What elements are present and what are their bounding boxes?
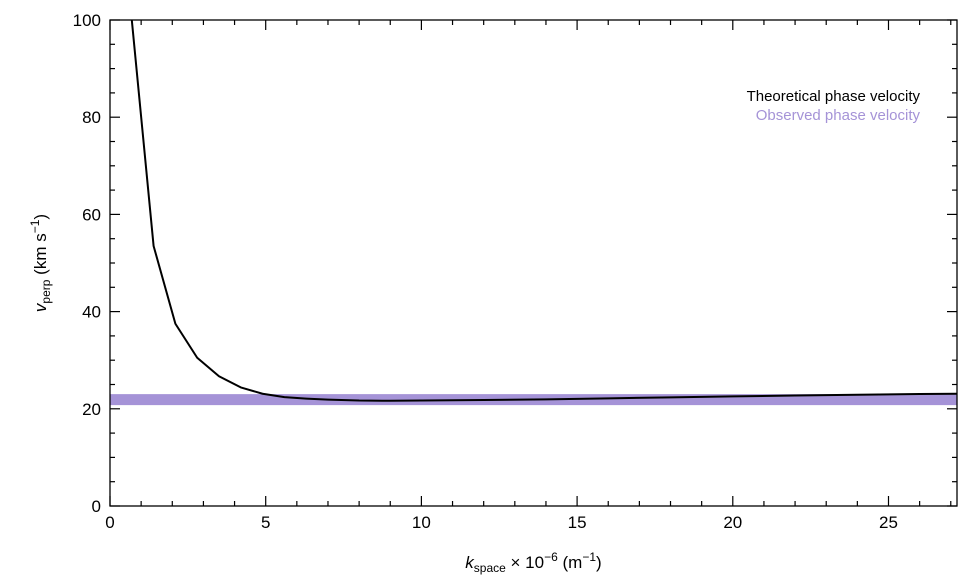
legend-entry-theoretical: Theoretical phase velocity	[747, 88, 921, 105]
x-label-unit-open: (m	[558, 553, 583, 572]
tick-labels: 0 5 10 15 20 25 0 20 40 60 80 100	[73, 11, 898, 532]
y-axis-label: vperp (km s−1)	[28, 214, 53, 312]
axis-ticks	[109, 19, 957, 507]
y-tick-label: 100	[73, 11, 101, 30]
x-label-rest: × 10	[506, 553, 544, 572]
x-tick-label: 25	[879, 513, 898, 532]
series-theoretical-phase-velocity	[130, 20, 957, 402]
y-tick-label: 80	[82, 108, 101, 127]
y-tick-label: 20	[82, 400, 101, 419]
x-tick-label: 5	[261, 513, 270, 532]
series-layer	[110, 20, 957, 406]
x-label-superscript-1: −6	[544, 550, 558, 564]
y-label-unit-close: )	[31, 214, 50, 220]
x-label-subscript: space	[474, 561, 506, 575]
x-label-superscript-2: −1	[582, 550, 596, 564]
x-tick-label: 20	[723, 513, 742, 532]
legend-entry-observed: Observed phase velocity	[756, 107, 921, 124]
x-tick-label: 0	[105, 513, 114, 532]
x-tick-label: 10	[412, 513, 431, 532]
y-label-main: v	[31, 302, 50, 312]
x-label-unit-close: )	[596, 553, 602, 572]
y-label-superscript: −1	[28, 219, 42, 233]
y-label-subscript: perp	[39, 279, 53, 303]
x-label-main: k	[465, 553, 475, 572]
x-tick-label: 15	[568, 513, 587, 532]
x-axis-label: kspace × 10−6 (m−1)	[465, 550, 601, 575]
y-tick-label: 40	[82, 303, 101, 322]
y-tick-label: 0	[92, 497, 101, 516]
legend: Theoretical phase velocity Observed phas…	[747, 88, 921, 124]
y-label-unit-open: (km s	[31, 233, 50, 279]
y-tick-label: 60	[82, 205, 101, 224]
